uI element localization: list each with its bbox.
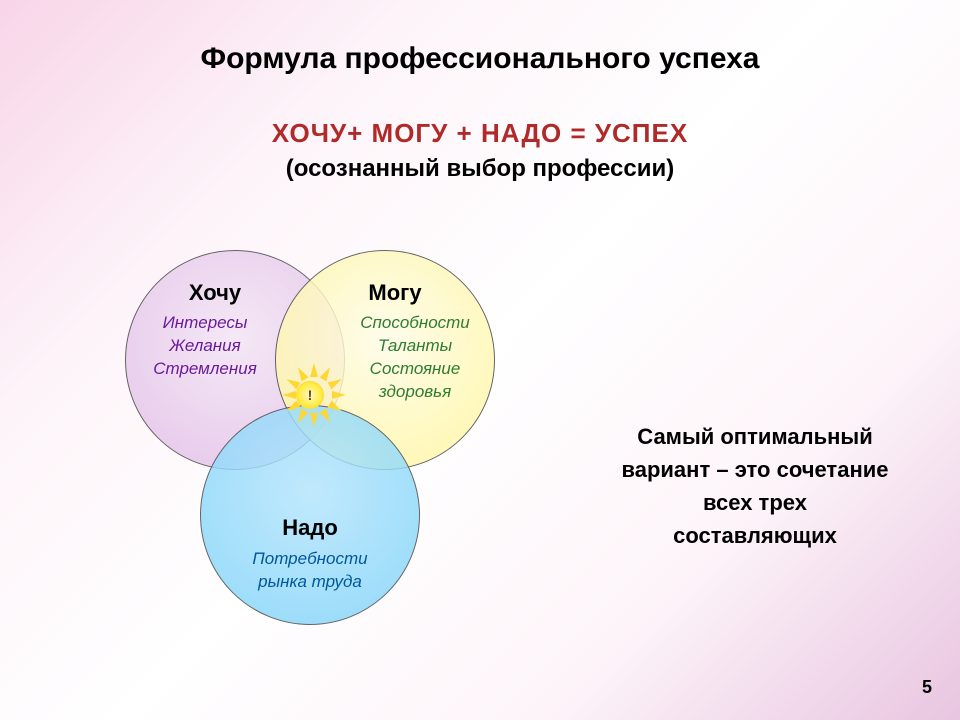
sun-core: !: [296, 381, 324, 409]
sidebar-caption: Самый оптимальный вариант – это сочетани…: [590, 420, 920, 552]
venn-label-want: Хочу: [155, 280, 275, 306]
sidebar-line: составляющих: [590, 519, 920, 552]
venn-sub-need: Потребностирынка труда: [230, 548, 390, 594]
sidebar-line: вариант – это сочетание: [590, 453, 920, 486]
venn-diagram: Хочу ИнтересыЖеланияСтремления Могу Способн…: [85, 240, 525, 650]
venn-label-need: Надо: [250, 515, 370, 541]
venn-sub-want: ИнтересыЖеланияСтремления: [125, 312, 285, 381]
page-number: 5: [922, 677, 932, 698]
subtitle: (осознанный выбор профессии): [0, 155, 960, 183]
sidebar-line: Самый оптимальный: [590, 420, 920, 453]
formula-text: ХОЧУ+ МОГУ + НАДО = УСПЕХ: [0, 118, 960, 149]
page-title: Формула профессионального успеха: [0, 0, 960, 76]
venn-label-can: Могу: [335, 280, 455, 306]
sidebar-line: всех трех: [590, 486, 920, 519]
venn-sub-can: СпособностиТалантыСостояниездоровья: [335, 312, 495, 404]
sun-icon: !: [280, 365, 340, 425]
